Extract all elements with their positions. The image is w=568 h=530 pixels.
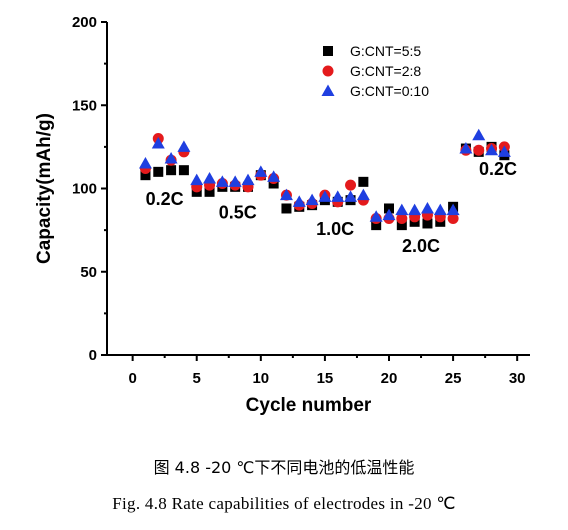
- y-tick-label: 200: [72, 14, 97, 31]
- square-point: [422, 218, 433, 229]
- triangle-point: [215, 175, 229, 187]
- axis-tick-labels: 0 50 100 150 200 0 5 10 15 20 25 30: [72, 14, 526, 387]
- x-tick-label: 5: [193, 370, 201, 387]
- square-point: [281, 203, 292, 214]
- triangle-point: [331, 190, 345, 202]
- data-markers: [138, 128, 511, 231]
- square-point: [384, 203, 394, 214]
- triangle-point: [382, 208, 396, 221]
- triangle-point: [228, 175, 242, 187]
- rate-label: 2.0C: [402, 236, 440, 256]
- triangle-point: [485, 143, 499, 156]
- x-tick-label: 20: [381, 370, 398, 387]
- square-point: [396, 220, 407, 231]
- x-tick-label: 10: [252, 370, 269, 387]
- triangle-point: [279, 188, 293, 201]
- circle-point: [345, 179, 357, 191]
- triangle-point: [254, 165, 268, 177]
- legend-triangle-icon: [321, 84, 335, 96]
- triangle-point: [177, 140, 191, 152]
- legend-label: G:CNT=2:8: [350, 63, 421, 79]
- triangle-point: [420, 201, 434, 214]
- x-tick-label: 15: [317, 370, 334, 387]
- circle-point: [473, 144, 485, 156]
- legend-label: G:CNT=5:5: [350, 43, 421, 59]
- square-point: [358, 176, 369, 187]
- legend-circle-icon: [322, 65, 334, 77]
- triangle-point: [267, 170, 281, 182]
- triangle-point: [292, 195, 306, 207]
- triangle-point: [446, 203, 460, 216]
- triangle-point: [497, 145, 511, 157]
- x-tick-label: 30: [509, 370, 526, 387]
- y-tick-label: 100: [72, 181, 97, 198]
- triangle-point: [459, 142, 473, 154]
- rate-capability-chart: 0 50 100 150 200 0 5 10 15 20 25 30 0.2C 0.5C 1.0C 2.0…: [34, 14, 530, 416]
- triangle-point: [164, 152, 178, 164]
- rate-label: 0.5C: [219, 202, 257, 222]
- circle-point: [396, 212, 408, 224]
- triangle-point: [203, 172, 217, 184]
- rate-annotations: 0.2C 0.5C 1.0C 2.0C 0.2C: [146, 159, 517, 256]
- x-tick-label: 25: [445, 370, 462, 387]
- triangle-point: [318, 190, 332, 202]
- square-point: [371, 220, 382, 231]
- square-point: [166, 165, 177, 176]
- triangle-point: [395, 203, 409, 216]
- triangle-point: [356, 188, 370, 201]
- x-tick-label: 0: [128, 370, 136, 387]
- rate-label: 1.0C: [316, 219, 354, 239]
- triangle-point: [305, 193, 319, 206]
- y-tick-label: 50: [80, 264, 97, 281]
- square-point: [178, 165, 189, 176]
- y-tick-label: 150: [72, 97, 97, 114]
- triangle-point: [433, 203, 447, 216]
- triangle-point: [408, 203, 422, 216]
- square-point: [204, 186, 215, 197]
- legend: G:CNT=5:5 G:CNT=2:8 G:CNT=0:10: [321, 43, 429, 99]
- x-axis-title: Cycle number: [246, 395, 372, 416]
- y-tick-label: 0: [89, 347, 97, 364]
- square-point: [153, 166, 164, 177]
- circle-point: [447, 212, 459, 224]
- y-axis-title: Capacity(mAh/g): [34, 113, 55, 264]
- triangle-point: [190, 173, 204, 186]
- triangle-point: [472, 128, 486, 141]
- legend-label: G:CNT=0:10: [350, 83, 429, 99]
- legend-square-icon: [323, 46, 333, 56]
- square-point: [140, 170, 151, 181]
- figure-caption-english: Fig. 4.8 Rate capabilities of electrodes…: [112, 494, 456, 513]
- figure-caption-chinese: 图 4.8 -20 ℃下不同电池的低温性能: [153, 458, 415, 477]
- triangle-point: [138, 157, 152, 169]
- triangle-point: [241, 173, 255, 186]
- axis-ticks: [101, 21, 519, 361]
- triangle-point: [344, 190, 358, 202]
- triangle-point: [151, 137, 165, 149]
- triangle-point: [369, 210, 383, 222]
- rate-label: 0.2C: [479, 159, 517, 179]
- rate-label: 0.2C: [146, 189, 184, 209]
- series-triangle: [138, 128, 511, 222]
